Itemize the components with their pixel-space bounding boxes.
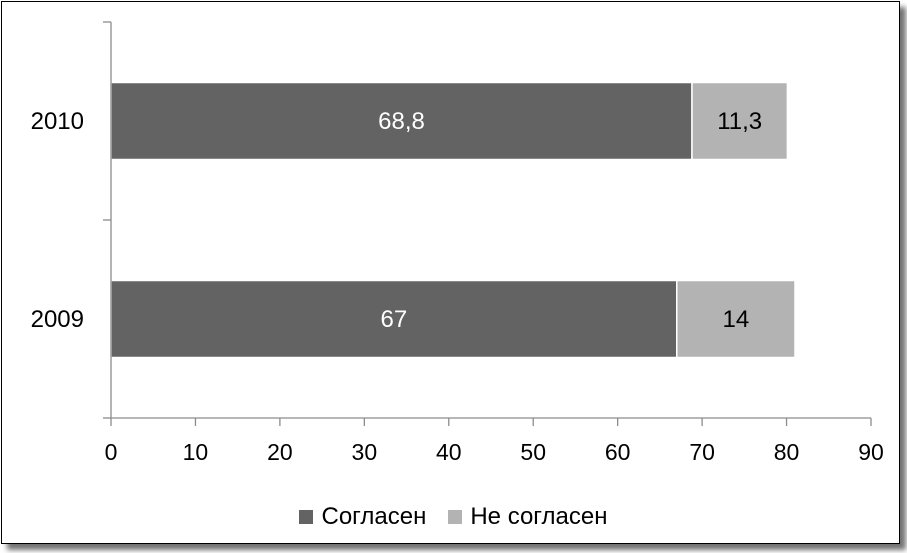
bar-chart: 68,8 11,3 2010 67 14 2009 0 10 20 30 40 50 60 70 80 90	[31, 21, 884, 465]
legend-label-agree: Согласен	[321, 503, 427, 530]
x-tick-label-90: 90	[858, 439, 884, 465]
x-tick-label-70: 70	[689, 439, 715, 465]
bar-2010-series-1	[691, 81, 789, 161]
x-tick-label-60: 60	[605, 439, 631, 465]
data-label-2009-series-0: 67	[381, 306, 408, 333]
data-label-2009-series-1: 14	[723, 306, 750, 333]
legend: Согласен Не согласен	[0, 500, 907, 534]
x-tick-label-30: 30	[352, 439, 378, 465]
chart-frame: 68,8 11,3 2010 67 14 2009 0 10 20 30 40 50 60 70 80 90	[1, 1, 900, 544]
x-tick-label-20: 20	[267, 439, 293, 465]
x-tick-label-40: 40	[436, 439, 462, 465]
y-tick-label-2009: 2009	[31, 306, 84, 333]
data-label-2010-series-1: 11,3	[717, 108, 762, 135]
bar-2009-series-1	[676, 279, 796, 359]
data-label-2010-series-0: 68,8	[378, 108, 425, 135]
legend-label-disagree: Не согласен	[470, 503, 608, 530]
bar-2010-series-0	[110, 81, 693, 161]
legend-item-agree: Согласен	[299, 503, 426, 531]
x-tick-label-0: 0	[105, 439, 118, 465]
bar-2009-series-0	[110, 279, 678, 359]
legend-swatch-agree	[299, 510, 314, 524]
y-tick-label-2010: 2010	[31, 108, 84, 135]
x-tick-label-10: 10	[183, 439, 209, 465]
legend-item-disagree: Не согласен	[448, 503, 608, 531]
x-tick-label-80: 80	[774, 439, 800, 465]
x-tick-label-50: 50	[520, 439, 546, 465]
legend-swatch-disagree	[448, 510, 463, 524]
